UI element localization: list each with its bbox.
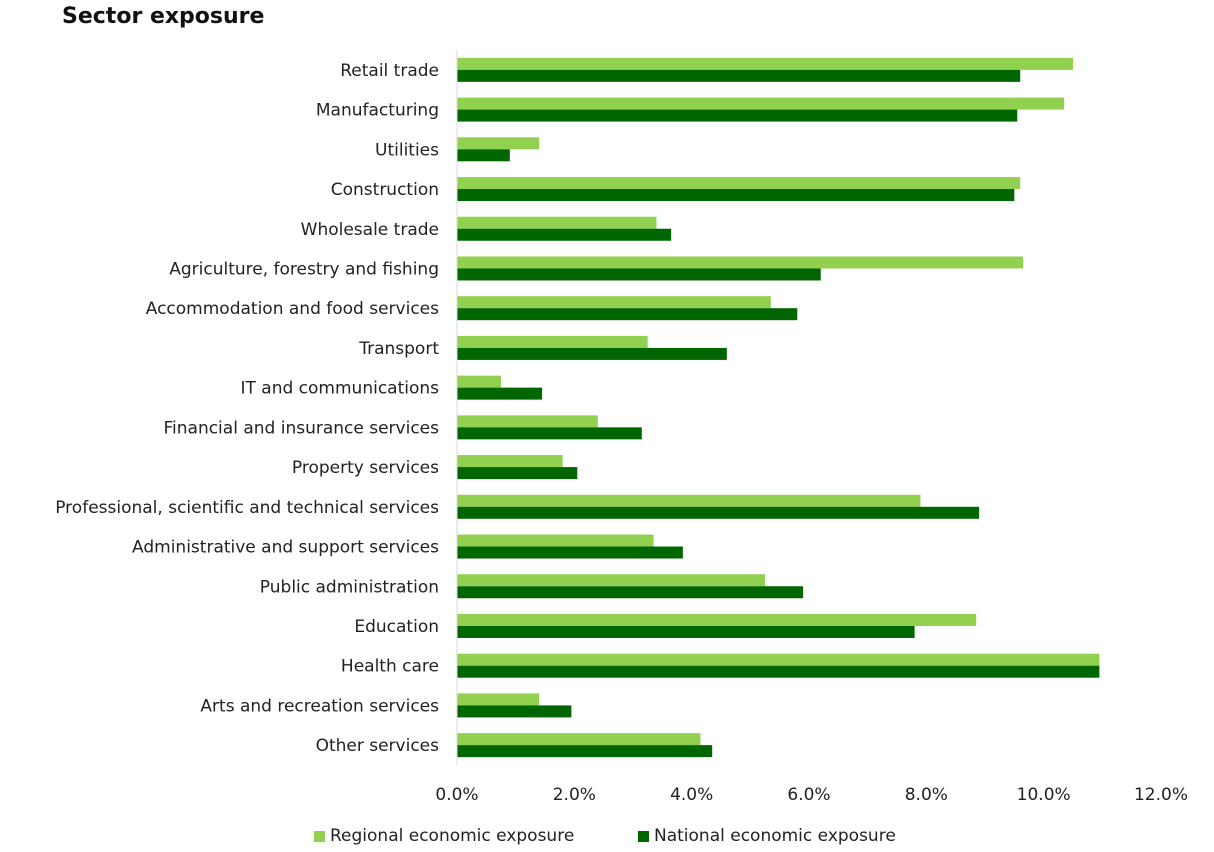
- bar-national-transport: [457, 347, 727, 360]
- category-label-administrative-and-support-services: Administrative and support services: [132, 538, 439, 558]
- category-label-public-administration: Public administration: [260, 577, 439, 597]
- category-label-financial-and-insurance-services: Financial and insurance services: [163, 418, 439, 438]
- category-labels: Retail trade Manufacturing Utilities Constr…: [55, 61, 439, 756]
- bar-regional-public-administration: [457, 574, 765, 587]
- bar-regional-financial-and-insurance-services: [457, 415, 598, 428]
- bar-regional-utilities: [457, 137, 540, 150]
- bar-regional-administrative-and-support-services: [457, 534, 654, 547]
- category-label-accommodation-and-food-services: Accommodation and food services: [146, 299, 439, 319]
- legend-swatch-regional: [314, 830, 325, 842]
- x-tick-label: 8.0%: [905, 785, 948, 805]
- bar-regional-it-and-communications: [457, 375, 501, 388]
- category-label-transport: Transport: [358, 339, 439, 359]
- chart-title: Sector exposure: [62, 4, 265, 29]
- bar-national-utilities: [457, 149, 510, 162]
- bar-regional-other-services: [457, 733, 701, 746]
- category-label-education: Education: [354, 617, 439, 637]
- category-label-health-care: Health care: [341, 657, 439, 677]
- bar-regional-property-services: [457, 455, 563, 468]
- bar-regional-professional-scientific-and-technical-services: [457, 494, 921, 507]
- category-label-utilities: Utilities: [375, 140, 439, 160]
- category-label-arts-and-recreation-services: Arts and recreation services: [200, 696, 439, 716]
- bar-national-it-and-communications: [457, 387, 543, 400]
- x-tick-label: 12.0%: [1134, 785, 1188, 805]
- bar-national-accommodation-and-food-services: [457, 308, 798, 321]
- bar-national-arts-and-recreation-services: [457, 705, 572, 718]
- bar-national-property-services: [457, 467, 578, 480]
- legend-swatch-national: [638, 830, 649, 842]
- category-label-professional-scientific-and-technical-services: Professional, scientific and technical s…: [55, 498, 439, 518]
- bar-regional-transport: [457, 335, 648, 348]
- bar-regional-accommodation-and-food-services: [457, 296, 771, 309]
- bar-regional-construction: [457, 177, 1021, 190]
- category-label-construction: Construction: [331, 180, 439, 200]
- legend: Regional economic exposure National econ…: [0, 826, 1214, 852]
- bar-regional-manufacturing: [457, 97, 1065, 110]
- bar-regional-wholesale-trade: [457, 216, 657, 229]
- x-tick-label: 2.0%: [553, 785, 596, 805]
- x-tick-labels: 0.0% 2.0% 4.0% 6.0% 8.0% 10.0% 12.0%: [435, 785, 1188, 805]
- x-tick-label: 10.0%: [1017, 785, 1071, 805]
- category-label-wholesale-trade: Wholesale trade: [301, 220, 439, 240]
- x-tick-label: 0.0%: [435, 785, 478, 805]
- legend-item-regional: Regional economic exposure: [314, 826, 574, 846]
- bar-national-professional-scientific-and-technical-services: [457, 506, 980, 519]
- bar-national-financial-and-insurance-services: [457, 427, 642, 440]
- bar-regional-agriculture-forestry-and-fishing: [457, 256, 1024, 269]
- bar-national-agriculture-forestry-and-fishing: [457, 268, 821, 281]
- category-label-manufacturing: Manufacturing: [316, 101, 439, 121]
- bar-national-retail-trade: [457, 69, 1021, 82]
- legend-item-national: National economic exposure: [638, 826, 896, 846]
- bar-regional-education: [457, 613, 977, 626]
- x-tick-label: 6.0%: [787, 785, 830, 805]
- bar-national-administrative-and-support-services: [457, 546, 683, 559]
- bar-national-manufacturing: [457, 109, 1018, 122]
- category-label-agriculture-forestry-and-fishing: Agriculture, forestry and fishing: [169, 259, 439, 279]
- bar-regional-retail-trade: [457, 57, 1073, 70]
- bar-national-health-care: [457, 665, 1100, 678]
- bar-national-other-services: [457, 745, 713, 758]
- bar-regional-health-care: [457, 653, 1100, 666]
- legend-label-regional: Regional economic exposure: [330, 826, 575, 846]
- bar-chart: Retail trade Manufacturing Utilities Constr…: [55, 50, 1188, 805]
- bar-group: [457, 57, 1100, 758]
- bar-national-education: [457, 625, 915, 638]
- category-label-it-and-communications: IT and communications: [240, 379, 439, 399]
- bar-national-public-administration: [457, 586, 804, 599]
- category-label-other-services: Other services: [316, 736, 440, 756]
- legend-label-national: National economic exposure: [654, 826, 896, 846]
- bar-national-wholesale-trade: [457, 228, 672, 241]
- bar-national-construction: [457, 189, 1015, 202]
- category-label-retail-trade: Retail trade: [340, 61, 439, 81]
- bar-regional-arts-and-recreation-services: [457, 693, 540, 706]
- x-tick-label: 4.0%: [670, 785, 713, 805]
- category-label-property-services: Property services: [292, 458, 439, 478]
